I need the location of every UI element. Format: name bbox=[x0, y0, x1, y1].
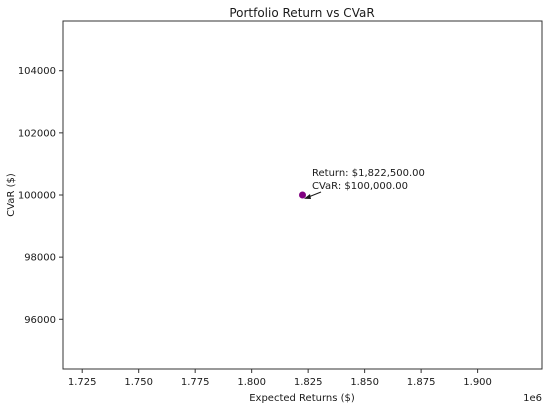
y-tick-label: 100000 bbox=[18, 191, 56, 202]
annotation: Return: $1,822,500.00 CVaR: $100,000.00 bbox=[304, 168, 425, 199]
x-tick-label: 1.800 bbox=[237, 377, 266, 388]
y-tick-label: 96000 bbox=[24, 315, 56, 326]
x-tick-label: 1.850 bbox=[350, 377, 379, 388]
annotation-cvar: CVaR: $100,000.00 bbox=[312, 181, 408, 192]
x-axis-label: Expected Returns ($) bbox=[249, 393, 355, 404]
y-tick-label: 104000 bbox=[18, 66, 56, 77]
data-point bbox=[299, 191, 306, 199]
x-tick-label: 1.775 bbox=[181, 377, 210, 388]
x-tick-label: 1.825 bbox=[294, 377, 323, 388]
y-axis-label: CVaR ($) bbox=[6, 173, 17, 217]
x-tick-label: 1.875 bbox=[407, 377, 436, 388]
y-tick-label: 98000 bbox=[24, 253, 56, 264]
chart-title: Portfolio Return vs CVaR bbox=[229, 6, 374, 20]
x-axis-ticks: 1.725 1.750 1.775 1.800 1.825 1.850 1.875 1.900 bbox=[68, 369, 492, 388]
y-tick-label: 102000 bbox=[18, 128, 56, 139]
x-tick-label: 1.900 bbox=[463, 377, 492, 388]
y-axis-ticks: 96000 98000 100000 102000 104000 bbox=[18, 66, 63, 326]
annotation-return: Return: $1,822,500.00 bbox=[312, 168, 425, 179]
annotation-arrow-head bbox=[304, 194, 311, 199]
data-points bbox=[299, 191, 306, 199]
x-axis-offset-label: 1e6 bbox=[523, 393, 542, 404]
x-tick-label: 1.725 bbox=[68, 377, 97, 388]
x-tick-label: 1.750 bbox=[124, 377, 153, 388]
